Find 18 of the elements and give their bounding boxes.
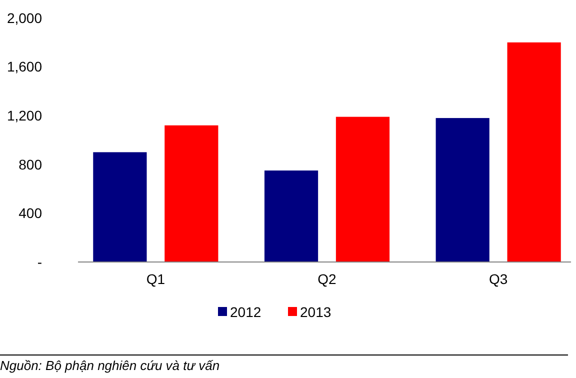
bar bbox=[336, 116, 390, 262]
bar bbox=[507, 42, 561, 262]
y-tick-label: 400 bbox=[18, 205, 42, 222]
y-tick-label: 1,600 bbox=[6, 58, 42, 75]
bar bbox=[264, 170, 318, 262]
bar bbox=[93, 152, 147, 262]
y-tick-label: 2,000 bbox=[6, 10, 42, 26]
y-tick-label: 800 bbox=[18, 156, 42, 172]
text: Nguồn: Bộ phận nghiên cứu và tư vấn bbox=[0, 358, 220, 373]
legend-label: 2013 bbox=[300, 304, 332, 320]
y-tick-label: 1,200 bbox=[6, 108, 42, 124]
x-tick-label: Q3 bbox=[488, 271, 508, 287]
legend-label: 2012 bbox=[230, 304, 262, 320]
bar bbox=[164, 125, 218, 262]
x-tick-label: Q2 bbox=[318, 271, 337, 287]
y-tick-label: - bbox=[37, 254, 42, 270]
bar bbox=[436, 118, 490, 262]
x-tick-label: Q1 bbox=[146, 271, 166, 287]
